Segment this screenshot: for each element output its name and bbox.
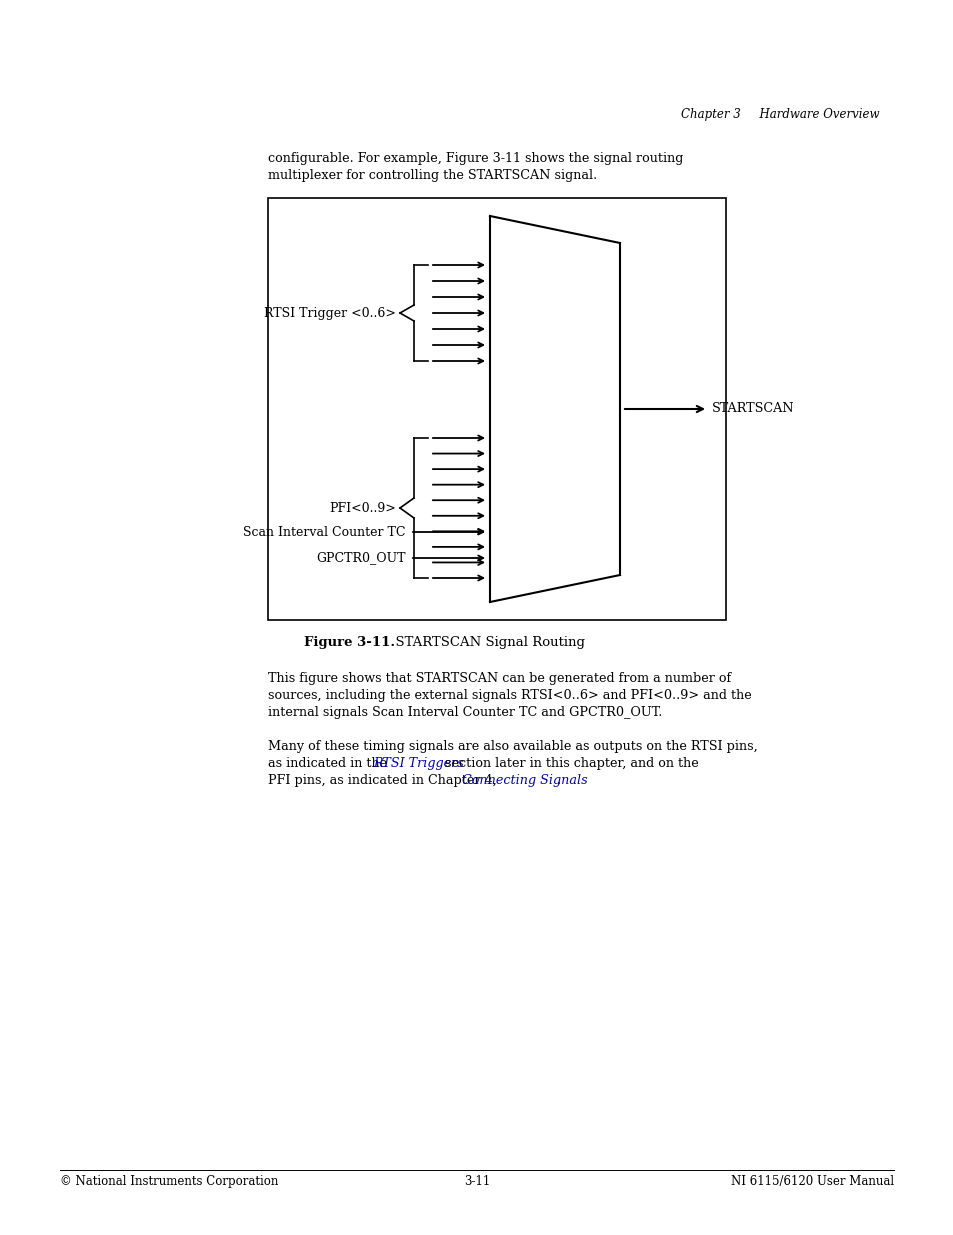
Text: © National Instruments Corporation: © National Instruments Corporation (60, 1174, 278, 1188)
Text: section later in this chapter, and on the: section later in this chapter, and on th… (441, 757, 699, 769)
Text: RTSI Triggers: RTSI Triggers (373, 757, 463, 769)
Text: Chapter 3     Hardware Overview: Chapter 3 Hardware Overview (680, 107, 879, 121)
Text: Many of these timing signals are also available as outputs on the RTSI pins,: Many of these timing signals are also av… (268, 740, 757, 753)
Text: internal signals Scan Interval Counter TC and GPCTR0_OUT.: internal signals Scan Interval Counter T… (268, 706, 661, 719)
Text: PFI pins, as indicated in Chapter 4,: PFI pins, as indicated in Chapter 4, (268, 774, 500, 787)
Text: This figure shows that STARTSCAN can be generated from a number of: This figure shows that STARTSCAN can be … (268, 672, 731, 685)
Text: .: . (557, 774, 560, 787)
Text: configurable. For example, Figure 3-11 shows the signal routing: configurable. For example, Figure 3-11 s… (268, 152, 682, 165)
Text: Connecting Signals: Connecting Signals (462, 774, 587, 787)
Text: Scan Interval Counter TC: Scan Interval Counter TC (243, 526, 406, 538)
Text: GPCTR0_OUT: GPCTR0_OUT (316, 552, 406, 564)
Text: as indicated in the: as indicated in the (268, 757, 391, 769)
Text: RTSI Trigger <0..6>: RTSI Trigger <0..6> (264, 306, 395, 320)
Text: sources, including the external signals RTSI<0..6> and PFI<0..9> and the: sources, including the external signals … (268, 689, 751, 701)
Text: Figure 3-11.: Figure 3-11. (304, 636, 395, 650)
Text: 3-11: 3-11 (463, 1174, 490, 1188)
Text: NI 6115/6120 User Manual: NI 6115/6120 User Manual (730, 1174, 893, 1188)
Text: STARTSCAN: STARTSCAN (711, 403, 794, 415)
Text: multiplexer for controlling the STARTSCAN signal.: multiplexer for controlling the STARTSCA… (268, 169, 597, 182)
Text: PFI<0..9>: PFI<0..9> (329, 501, 395, 515)
Bar (268, 198, 725, 620)
Text: STARTSCAN Signal Routing: STARTSCAN Signal Routing (386, 636, 584, 650)
